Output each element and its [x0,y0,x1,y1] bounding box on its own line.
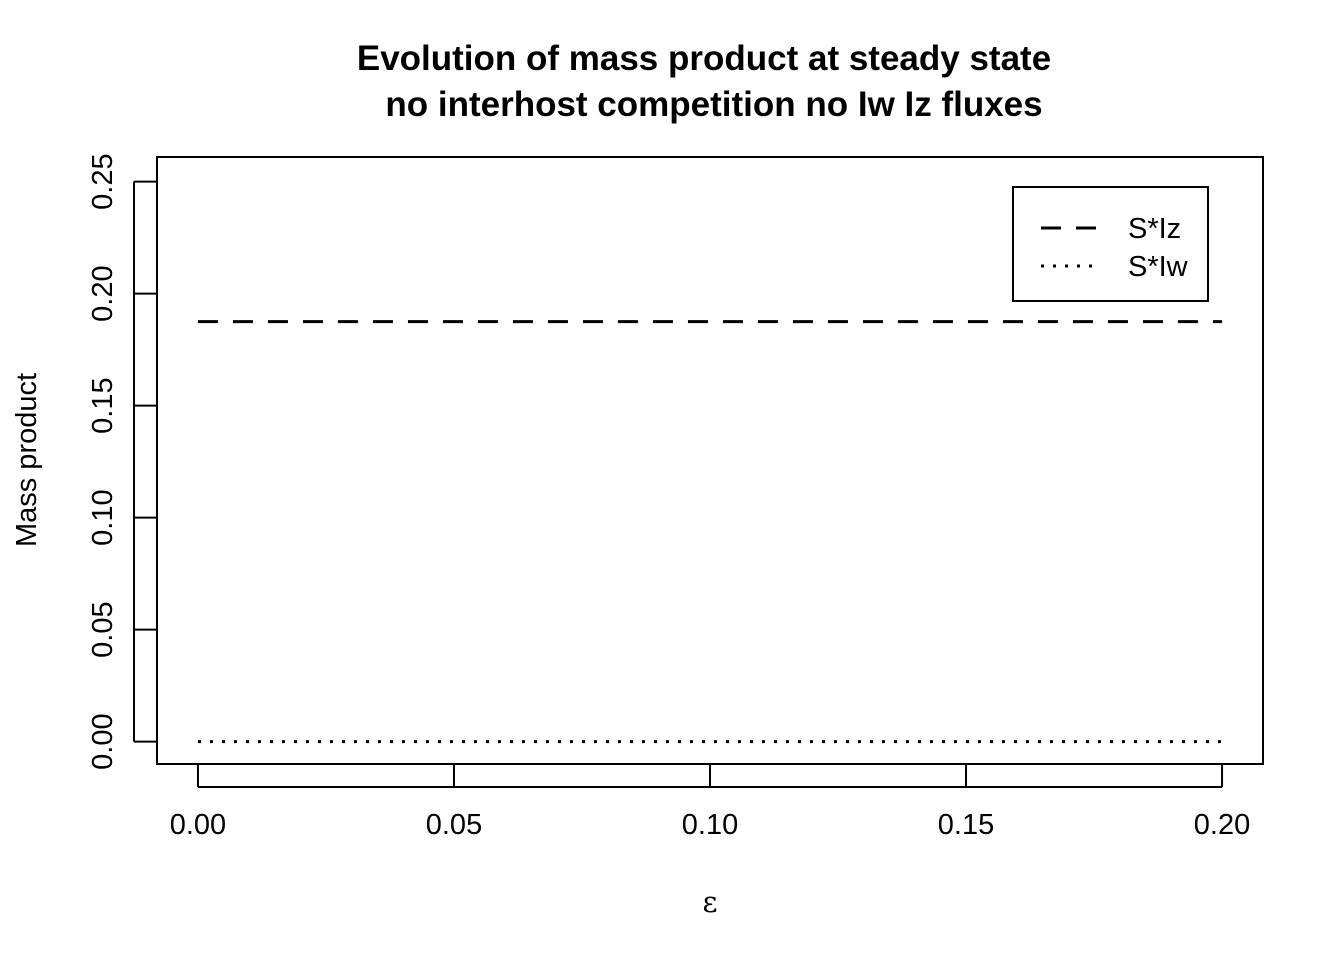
legend-label-s-iw: S*Iw [1128,251,1189,283]
y-axis-label: Mass product [11,373,43,547]
legend-box [1012,186,1209,302]
y-tick-label: 0.20 [87,265,119,321]
y-tick-label: 0.25 [87,153,119,209]
x-tick-label: 0.15 [938,809,994,841]
series-layer [197,320,1223,744]
x-axis-label: ε [702,885,717,919]
chart-title: Evolution of mass product at steady stat… [357,39,1051,78]
y-tick-label: 0.05 [87,601,119,657]
y-axis: 0.00 0.05 0.10 0.15 0.20 0.25 [87,153,157,770]
legend-label-s-iz: S*Iz [1128,213,1181,245]
x-tick-label: 0.00 [170,809,226,841]
x-tick-label: 0.10 [682,809,738,841]
x-tick-label: 0.20 [1194,809,1250,841]
y-tick-label: 0.15 [87,377,119,433]
legend: S*Iz S*Iw [1012,186,1209,302]
x-axis: 0.00 0.05 0.10 0.15 0.20 [170,764,1250,841]
y-tick-label: 0.00 [87,713,119,769]
y-tick-label: 0.10 [87,489,119,545]
x-tick-label: 0.05 [426,809,482,841]
chart-subtitle: no interhost competition no Iw Iz fluxes [385,85,1042,124]
